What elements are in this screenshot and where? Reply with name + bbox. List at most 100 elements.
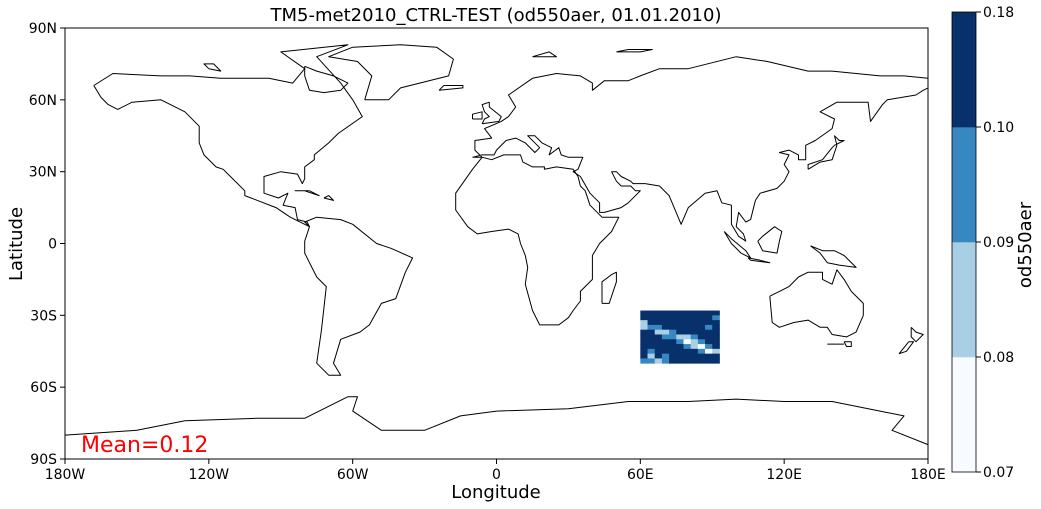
y-tick-label: 30N	[29, 165, 57, 181]
heatmap-cell	[690, 348, 699, 355]
heatmap-cell	[654, 344, 663, 350]
heatmap-cell	[712, 339, 720, 345]
heatmap-cell	[676, 353, 684, 359]
heatmap-cell	[647, 329, 656, 335]
colorbar-label: od550aer	[1015, 201, 1036, 288]
heatmap-cell	[697, 334, 706, 340]
heatmap-cell	[647, 348, 656, 355]
x-tick-label: 0	[492, 467, 501, 483]
x-axis: 180W 120W 60W 0 60E 120E 180E	[45, 459, 946, 483]
x-axis-label: Longitude	[451, 482, 541, 503]
heatmap-cell	[661, 324, 670, 331]
y-tick-label: 30S	[30, 308, 57, 324]
mean-annotation: Mean=0.12	[81, 433, 208, 458]
coastline-segment	[810, 245, 857, 268]
heatmap-cell	[676, 334, 684, 340]
heatmap-cell	[712, 315, 720, 321]
coastline-segment	[294, 190, 320, 197]
heatmap-cell	[661, 329, 670, 335]
heatmap-cell	[690, 339, 699, 345]
coastline-segment	[898, 341, 915, 355]
heatmap-cell	[669, 320, 677, 326]
x-tick-label: 180W	[45, 467, 86, 483]
colorbar: 0.07 0.08 0.09 0.10 0.18 od550aer	[951, 5, 1036, 481]
heatmap-cell	[654, 324, 663, 331]
heatmap-cell	[690, 320, 699, 326]
heatmap-cell	[654, 310, 663, 316]
heatmap-cell	[669, 329, 677, 335]
coastline-segment	[304, 65, 349, 94]
coastline-segment	[601, 271, 617, 304]
heatmap-cell	[690, 310, 699, 316]
heatmap-cell	[669, 334, 677, 340]
heatmap-cell	[690, 344, 699, 350]
aod-heatmap	[640, 310, 720, 364]
heatmap-cell	[661, 353, 670, 359]
heatmap-cell	[705, 334, 713, 340]
colorbar-block	[952, 12, 976, 128]
heatmap-cell	[676, 344, 684, 350]
heatmap-cell	[697, 329, 706, 335]
y-tick-label: 60S	[30, 380, 57, 396]
heatmap-cell	[683, 344, 692, 350]
heatmap-cell	[697, 315, 706, 321]
heatmap-cell	[676, 358, 684, 364]
heatmap-cell	[712, 329, 720, 335]
heatmap-cell	[683, 353, 692, 359]
heatmap-cell	[705, 320, 713, 326]
heatmap-cell	[683, 348, 692, 355]
heatmap-cell	[712, 344, 720, 350]
heatmap-cell	[683, 358, 692, 364]
heatmap-cell	[683, 315, 692, 321]
heatmap-cell	[654, 320, 663, 326]
coastline-segment	[910, 326, 924, 343]
chart-title: TM5-met2010_CTRL-TEST (od550aer, 01.01.2…	[270, 5, 722, 26]
colorbar-block	[952, 357, 976, 473]
heatmap-cell	[640, 353, 648, 359]
heatmap-cell	[697, 310, 706, 316]
heatmap-cell	[654, 358, 663, 364]
heatmap-cell	[647, 320, 656, 326]
heatmap-cell	[683, 329, 692, 335]
colorbar-tick-label: 0.08	[983, 350, 1014, 366]
colorbar-tick-label: 0.10	[983, 120, 1014, 136]
coastline-segment	[769, 269, 864, 338]
y-axis-label: Latitude	[6, 207, 27, 281]
heatmap-cell	[705, 339, 713, 345]
heatmap-cell	[669, 324, 677, 331]
heatmap-cell	[661, 310, 670, 316]
heatmap-cell	[683, 339, 692, 345]
heatmap-cell	[669, 348, 677, 355]
heatmap-cell	[705, 353, 713, 359]
heatmap-cell	[697, 353, 706, 359]
heatmap-cell	[712, 320, 720, 326]
heatmap-cell	[712, 348, 720, 355]
heatmap-cell	[640, 344, 648, 350]
x-tick-label: 120E	[766, 467, 802, 483]
heatmap-cell	[647, 344, 656, 350]
heatmap-cell	[712, 324, 720, 331]
heatmap-cell	[683, 310, 692, 316]
heatmap-cell	[690, 353, 699, 359]
coastlines	[64, 44, 929, 446]
heatmap-cell	[697, 320, 706, 326]
heatmap-cell	[647, 324, 656, 331]
coastline-segment	[481, 101, 502, 125]
y-tick-label: 0	[48, 237, 57, 253]
heatmap-cell	[676, 329, 684, 335]
y-tick-label: 90N	[29, 21, 57, 37]
heatmap-cell	[697, 344, 706, 350]
heatmap-cell	[654, 353, 663, 359]
heatmap-cell	[712, 310, 720, 316]
heatmap-cell	[697, 324, 706, 331]
coastline-segment	[807, 135, 845, 170]
heatmap-cell	[661, 334, 670, 340]
heatmap-cell	[676, 348, 684, 355]
x-tick-label: 120W	[189, 467, 230, 483]
heatmap-cell	[669, 315, 677, 321]
heatmap-cell	[654, 315, 663, 321]
heatmap-cell	[669, 353, 677, 359]
heatmap-cell	[640, 324, 648, 331]
heatmap-cell	[640, 310, 648, 316]
